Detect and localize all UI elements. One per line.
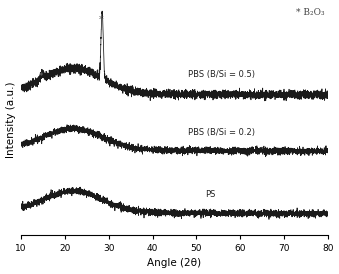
Text: PBS (B/Si = 0.5): PBS (B/Si = 0.5): [187, 70, 255, 79]
Text: PS: PS: [205, 190, 216, 199]
Text: *: *: [39, 72, 43, 81]
Text: PBS (B/Si = 0.2): PBS (B/Si = 0.2): [187, 128, 255, 137]
Text: *: *: [99, 15, 104, 25]
Text: * B₂O₃: * B₂O₃: [296, 8, 325, 17]
Y-axis label: Intensity (a.u.): Intensity (a.u.): [5, 82, 16, 158]
X-axis label: Angle (2θ): Angle (2θ): [147, 258, 201, 269]
